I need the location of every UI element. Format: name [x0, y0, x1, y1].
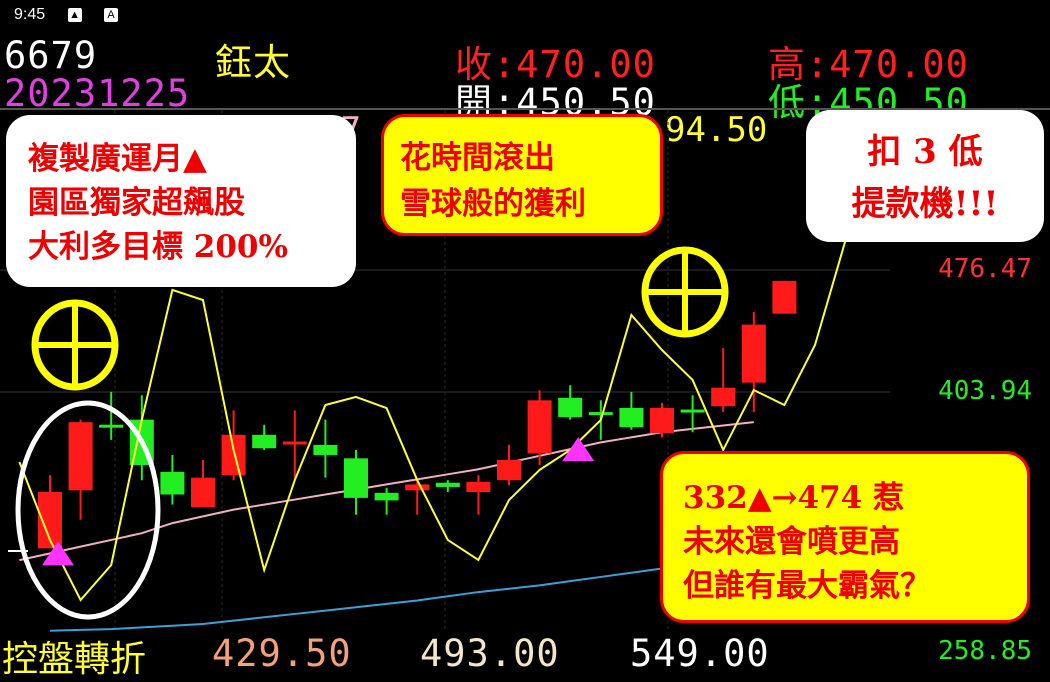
candle-body: [68, 422, 93, 491]
a-icon: A: [104, 7, 119, 22]
candle-body: [282, 441, 307, 445]
candle-body: [221, 434, 246, 476]
candle-body: [497, 460, 521, 481]
buy-marker-icon: [42, 541, 74, 566]
callout-line: 未來還會噴更高: [683, 524, 900, 560]
callout-line: 但誰有最大霸氣？: [683, 568, 931, 604]
high-price: 高:470.00: [768, 34, 969, 88]
overlay-yellow-value: 94.50: [665, 110, 768, 150]
callout-line: 提款機!!!: [851, 184, 999, 224]
stock-code: 6679: [4, 34, 98, 77]
candle-body: [405, 484, 430, 491]
callout-top-middle: 花時間滾出 雪球般的獲利: [381, 114, 663, 236]
high-label: 高:: [768, 43, 830, 86]
footer-value-3: 549.00: [630, 632, 770, 675]
candle-body: [160, 471, 185, 495]
candle-body: [191, 477, 215, 508]
ma-long-line: [49, 564, 693, 632]
candle-body: [435, 482, 460, 487]
ma-short-line: [19, 421, 754, 562]
callout-top-left: 複製廣運月▲ 園區獨家超飆股 大利多目標 200%: [6, 115, 356, 287]
callout-line: 園區獨家超飆股: [28, 185, 245, 221]
callout-top-right: 扣 3 低 提款機!!!: [806, 110, 1044, 242]
close-value: 470.00: [516, 43, 656, 86]
callout-bottom-right: 332▲→474 惹 未來還會噴更高 但誰有最大霸氣？: [660, 451, 1030, 623]
status-bar: 9:45 ▲ A: [14, 6, 119, 24]
callout-line: 扣 3 低: [867, 132, 983, 172]
candle-body: [466, 481, 491, 492]
candle-body: [711, 387, 736, 407]
callout-line: 雪球般的獲利: [400, 186, 586, 222]
close-label: 收:: [455, 43, 517, 86]
candle-body: [313, 444, 338, 455]
candle-body: [588, 412, 613, 416]
quote-date: 20231225: [4, 72, 191, 115]
candle-body: [252, 434, 277, 449]
image-icon: ▲: [67, 7, 82, 22]
candle-body: [374, 492, 399, 501]
candle-body: [558, 397, 583, 418]
callout-line: 大利多目標 200%: [28, 229, 288, 265]
callout-line: 332▲→474 惹: [683, 480, 905, 516]
buy-marker-icon: [562, 437, 595, 462]
footer-label: 控盤轉折: [2, 639, 147, 680]
candle-body: [680, 409, 705, 413]
footer-value-2: 493.00: [420, 632, 560, 675]
callout-line: 複製廣運月▲: [28, 141, 207, 177]
callout-line: 花時間滾出: [400, 140, 555, 176]
y-axis-label-bottom: 258.85: [938, 636, 1032, 666]
candle-body: [344, 458, 368, 498]
candle-body: [99, 424, 124, 428]
status-time: 9:45: [14, 6, 46, 23]
y-axis-label-mid: 403.94: [938, 376, 1032, 406]
header-divider: [0, 108, 1050, 110]
indicator-line: [18, 239, 847, 602]
candle-body: [527, 400, 552, 454]
highlight-ellipse: [15, 400, 161, 620]
footer-value-1: 429.50: [212, 632, 352, 675]
candle-body: [619, 407, 644, 428]
candle-body: [741, 324, 766, 383]
close-price: 收:470.00: [455, 34, 656, 88]
candle-body: [772, 280, 797, 314]
stock-name: 鈺太: [215, 41, 291, 84]
high-value: 470.00: [829, 43, 969, 86]
candle-body: [650, 407, 674, 434]
y-axis-label-top: 476.47: [938, 254, 1032, 284]
